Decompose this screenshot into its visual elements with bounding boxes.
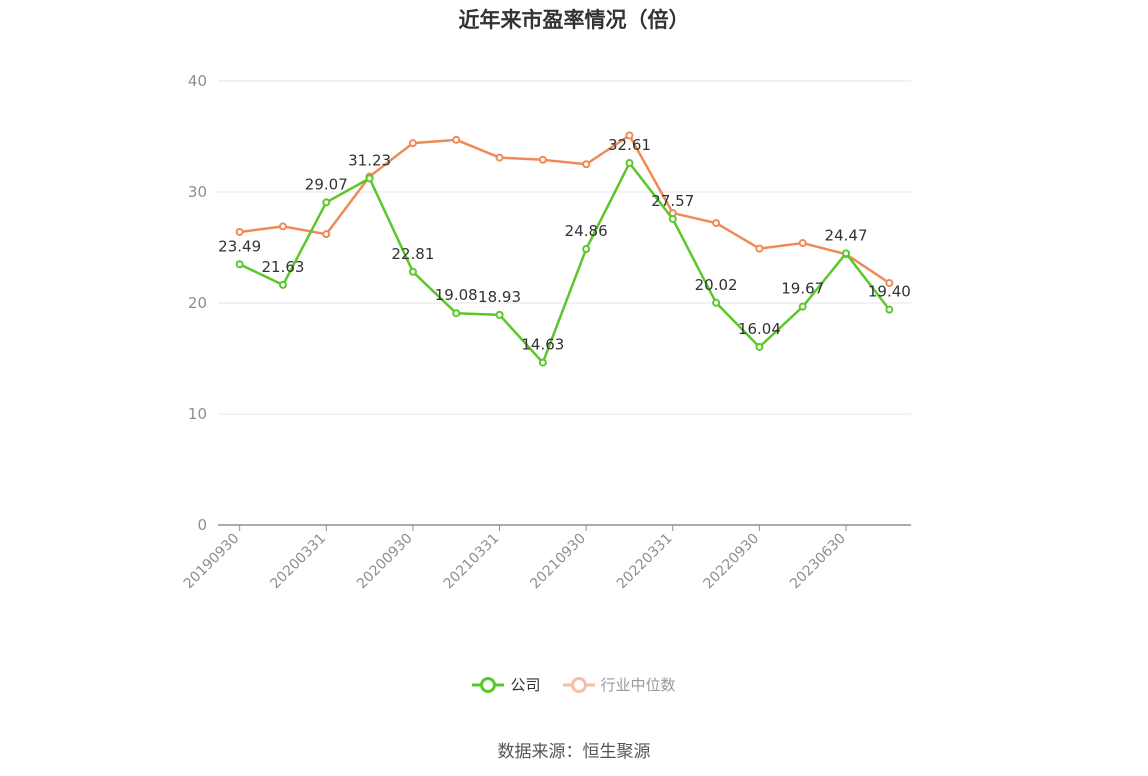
data-label-company: 24.86 (565, 222, 608, 240)
series-line-industry (239, 134, 891, 285)
data-point-company (582, 245, 591, 254)
data-label-company: 14.63 (521, 336, 564, 354)
x-tick-label: 20210331 (441, 531, 503, 593)
data-point-industry (278, 222, 287, 231)
data-label-company: 31.23 (348, 151, 391, 169)
x-tick-label: 20210930 (527, 531, 589, 593)
data-label-company: 16.04 (738, 320, 781, 338)
legend-marker-company-icon (472, 676, 505, 693)
data-label-company: 22.81 (391, 245, 434, 263)
legend-label-industry: 行业中位数 (600, 676, 676, 694)
data-label-company: 29.07 (305, 175, 348, 193)
data-point-industry (798, 239, 807, 248)
series-line-company (239, 161, 891, 364)
x-tick-label: 20220930 (701, 531, 763, 593)
data-point-company (755, 342, 764, 351)
data-point-company (798, 302, 807, 311)
data-label-company: 27.57 (651, 192, 694, 210)
data-label-company: 19.40 (868, 283, 911, 301)
data-label-company: 19.08 (435, 286, 478, 304)
data-point-industry (495, 153, 504, 162)
x-tick-label: 20190930 (181, 531, 243, 593)
data-point-company (625, 159, 634, 168)
legend-marker-industry-icon (562, 676, 595, 693)
data-point-industry (452, 135, 461, 144)
data-point-industry (712, 219, 721, 228)
data-point-company (842, 249, 851, 258)
chart-title: 近年来市盈率情况（倍） (458, 8, 690, 32)
legend: 公司 行业中位数 (0, 674, 1148, 695)
data-label-company: 20.02 (695, 276, 738, 294)
x-tick-label: 20230630 (787, 531, 849, 593)
data-point-industry (885, 279, 894, 288)
legend-item-industry[interactable]: 行业中位数 (562, 674, 676, 695)
source-note: 数据来源：恒生聚源 (497, 742, 651, 762)
x-tick-label: 20220331 (614, 531, 676, 593)
data-label-company: 21.63 (261, 258, 304, 276)
data-point-industry (235, 227, 244, 236)
legend-item-company[interactable]: 公司 (472, 674, 541, 695)
data-point-industry (625, 131, 634, 140)
data-point-company (365, 174, 374, 183)
data-point-company (538, 358, 547, 367)
y-tick-label: 30 (188, 183, 207, 201)
y-tick-label: 0 (197, 516, 207, 534)
x-tick-label: 20200930 (354, 531, 416, 593)
data-point-company (885, 305, 894, 314)
data-point-industry (408, 139, 417, 148)
data-point-industry (322, 230, 331, 239)
data-label-company: 18.93 (478, 288, 521, 306)
data-point-company (235, 260, 244, 269)
data-point-company (712, 298, 721, 307)
data-point-company (322, 198, 331, 207)
data-point-industry (755, 244, 764, 253)
data-label-company: 23.49 (218, 237, 261, 255)
data-label-company: 24.47 (825, 226, 868, 244)
y-tick-label: 40 (188, 72, 207, 90)
data-label-company: 32.61 (608, 136, 651, 154)
data-point-industry (582, 160, 591, 169)
legend-label-company: 公司 (510, 676, 541, 694)
data-point-company (278, 280, 287, 289)
data-point-company (495, 310, 504, 319)
data-point-industry (538, 155, 547, 164)
y-tick-label: 10 (188, 405, 207, 423)
y-tick-label: 20 (188, 294, 207, 312)
data-point-company (668, 214, 677, 223)
data-label-company: 19.67 (781, 280, 824, 298)
data-point-company (452, 309, 461, 318)
x-tick-label: 20200331 (267, 531, 329, 593)
data-point-company (408, 267, 417, 276)
